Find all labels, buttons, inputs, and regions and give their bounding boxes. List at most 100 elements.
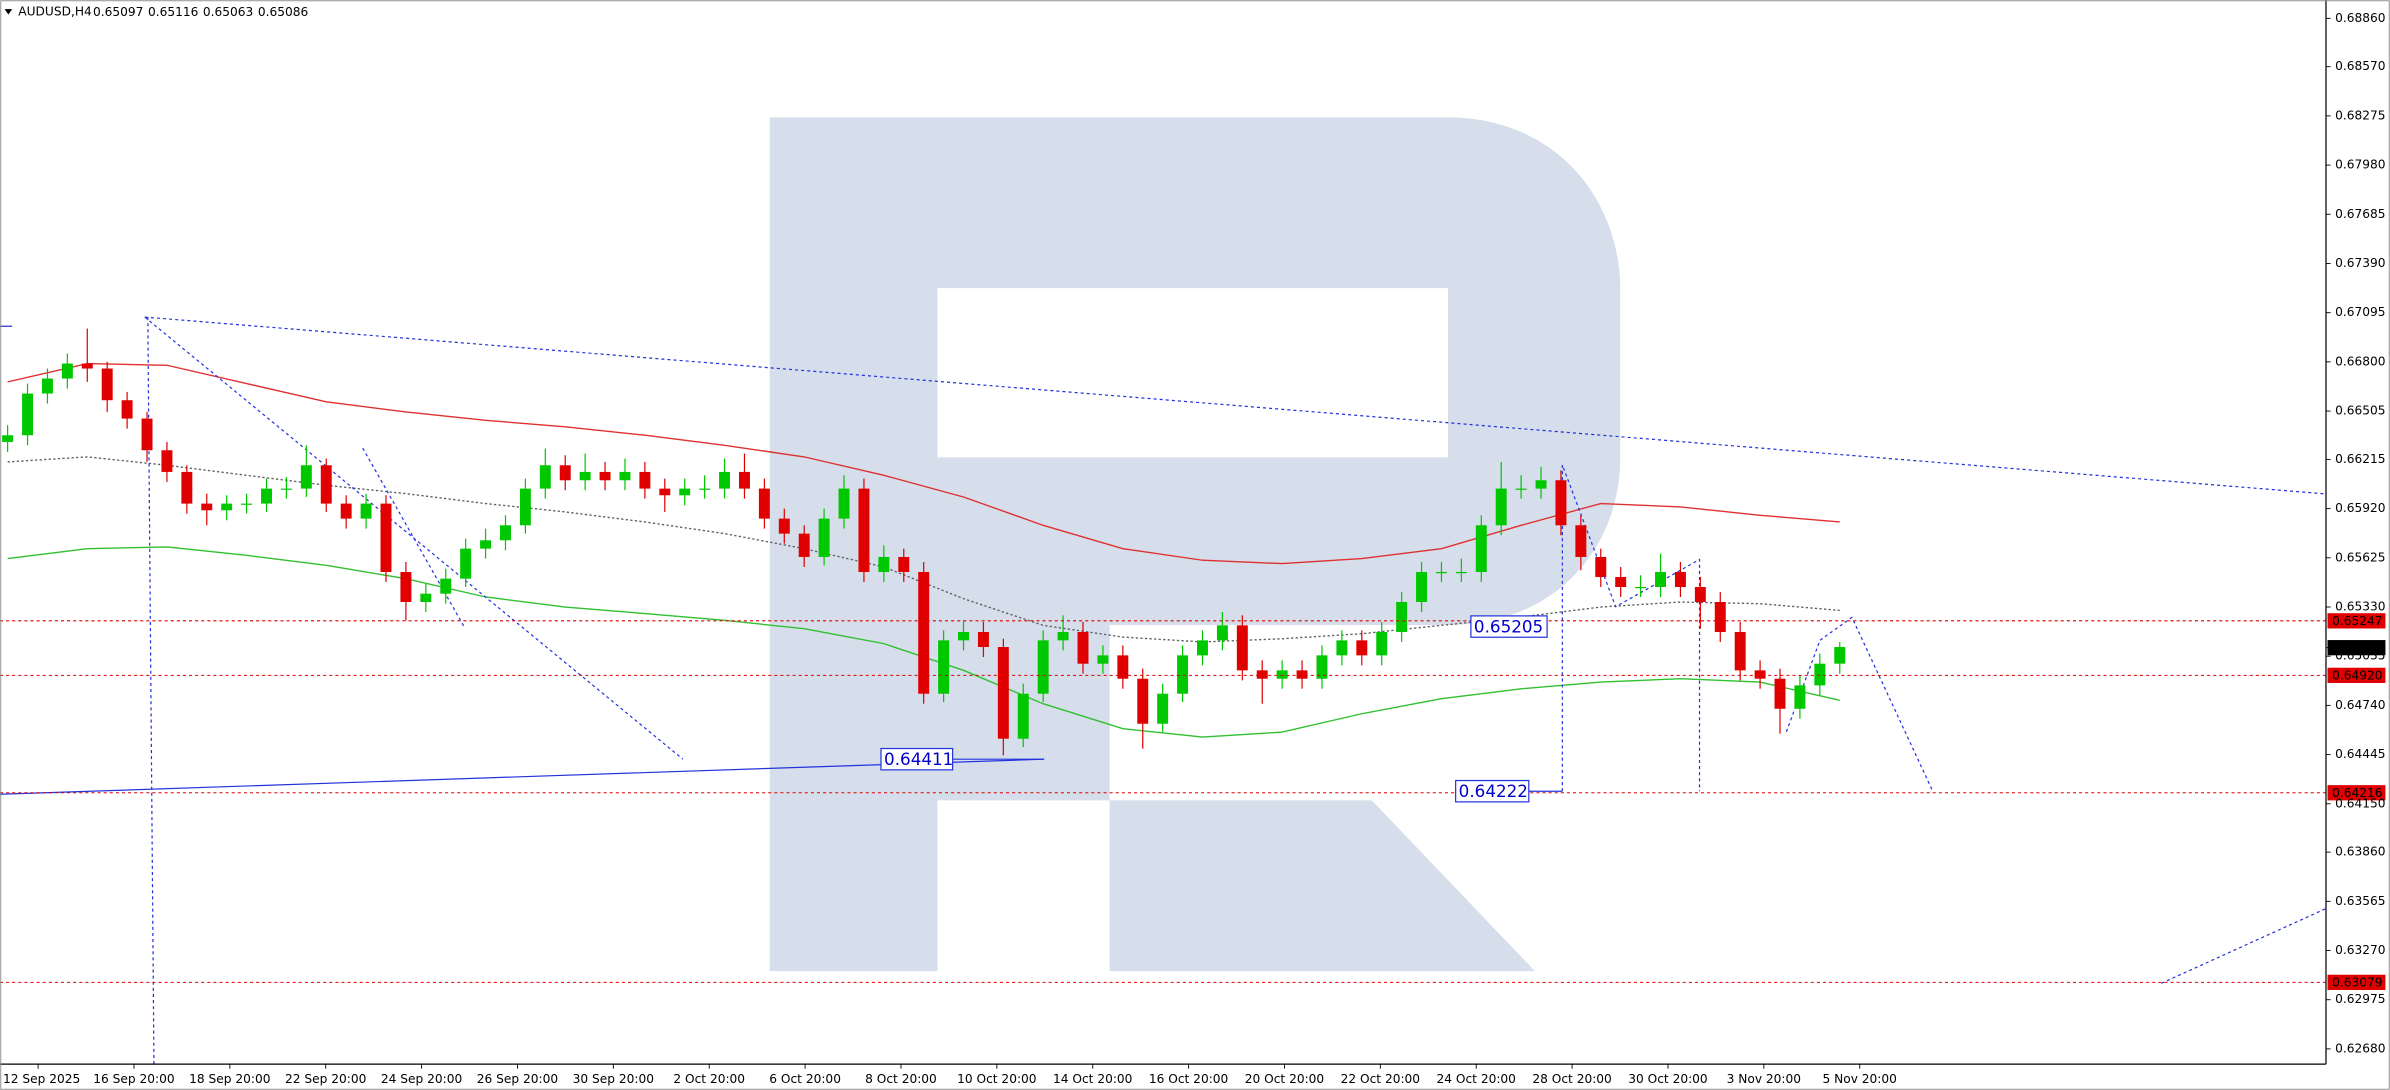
- candle-body: [1077, 632, 1089, 664]
- y-tick-label: 0.63270: [2335, 943, 2385, 957]
- current-price: 0.65086: [2332, 641, 2382, 655]
- trendline: [362, 447, 466, 629]
- y-tick-label: 0.62680: [2335, 1041, 2385, 1055]
- candle-body: [838, 488, 850, 519]
- candle-body: [977, 632, 989, 648]
- candle-body: [659, 488, 671, 496]
- candle-body: [858, 488, 870, 572]
- candle-body: [480, 540, 492, 549]
- candles: [2, 328, 1846, 756]
- candle-body: [818, 518, 830, 557]
- candle-body: [1714, 601, 1726, 633]
- candle-body: [1774, 678, 1786, 709]
- x-tick-label: 30 Sep 20:00: [573, 1072, 654, 1086]
- candle-body: [440, 578, 452, 594]
- candle-body: [1435, 571, 1447, 574]
- y-tick-label: 0.65625: [2335, 550, 2385, 564]
- y-tick-label: 0.63860: [2335, 845, 2385, 859]
- levels: 0.65247 0.64920 0.64216 0.63079 0.65086: [0, 613, 2386, 990]
- candle-body: [22, 393, 34, 436]
- candle-body: [1316, 655, 1328, 679]
- candle-body: [41, 378, 53, 394]
- candle-body: [1734, 632, 1746, 671]
- candle-body: [679, 488, 691, 496]
- candle-body: [1057, 632, 1069, 641]
- x-tick-label: 22 Sep 20:00: [285, 1072, 366, 1086]
- candle-body: [1535, 480, 1547, 489]
- header-value: 0.65097: [93, 5, 143, 19]
- y-tick-label: 0.68570: [2335, 59, 2385, 73]
- x-tick-label: 20 Oct 20:00: [1245, 1072, 1324, 1086]
- level-label: 0.64216: [2332, 786, 2382, 800]
- candle-body: [1555, 480, 1567, 526]
- y-tick-label: 0.64445: [2335, 747, 2385, 761]
- candle-body: [181, 471, 193, 504]
- x-tick-label: 8 Oct 20:00: [865, 1072, 937, 1086]
- header-value: 0.65063: [203, 5, 253, 19]
- candle-body: [958, 632, 969, 641]
- candle-body: [1296, 670, 1308, 679]
- candle-body: [898, 556, 910, 572]
- level-label: 0.63079: [2332, 976, 2382, 990]
- candle-body: [1694, 586, 1706, 602]
- trendline: [144, 316, 2327, 495]
- axes: 0.68860 0.68570 0.68275 0.67980 0.67685 0.673…: [3, 11, 2385, 1086]
- x-tick-label: 6 Oct 20:00: [769, 1072, 841, 1086]
- candle-body: [878, 556, 890, 572]
- trendline: [144, 316, 684, 760]
- x-tick-label: 5 Nov 20:00: [1823, 1072, 1897, 1086]
- candle-body: [221, 503, 233, 511]
- x-tick-label: 16 Sep 20:00: [93, 1072, 174, 1086]
- candle-body: [1635, 586, 1647, 589]
- x-tick-label: 22 Oct 20:00: [1341, 1072, 1420, 1086]
- candle-body: [1356, 640, 1368, 656]
- annotation: 0.65205: [1474, 616, 1543, 636]
- level-label-bg: [2327, 785, 2386, 801]
- annotation-box: [880, 747, 954, 771]
- y-tick-label: 0.65920: [2335, 501, 2385, 515]
- candle-body: [1595, 556, 1607, 577]
- candle-body: [519, 488, 531, 526]
- candle-body: [1515, 488, 1527, 490]
- x-tick-label: 30 Oct 20:00: [1628, 1072, 1707, 1086]
- y-tick-label: 0.63565: [2335, 894, 2385, 908]
- candle-body: [101, 368, 113, 401]
- candle-body: [1794, 685, 1806, 709]
- annotation: 0.64222: [1459, 781, 1528, 801]
- candle-body: [261, 488, 272, 504]
- y-tick-label: 0.64740: [2335, 698, 2385, 712]
- candle-body: [719, 471, 731, 489]
- candle-body: [61, 363, 73, 379]
- current-price-bg: [2327, 640, 2386, 656]
- y-tick-label: 0.66505: [2335, 404, 2385, 418]
- candle-body: [599, 471, 611, 481]
- level-label-bg: [2327, 667, 2386, 683]
- candle-body: [300, 465, 312, 489]
- x-tick-label: 16 Oct 20:00: [1149, 1072, 1228, 1086]
- y-tick-label: 0.62975: [2335, 992, 2385, 1006]
- candle-body: [141, 418, 153, 451]
- trendlines: [0, 316, 2327, 1065]
- candle-body: [1336, 640, 1348, 656]
- candle-body: [1754, 670, 1766, 679]
- y-tick-label: 0.67390: [2335, 256, 2385, 270]
- candle-body: [1236, 625, 1248, 671]
- x-tick-label: 14 Oct 20:00: [1053, 1072, 1132, 1086]
- candle-body: [340, 503, 352, 519]
- candle-body: [639, 471, 651, 489]
- candle-body: [1137, 678, 1149, 724]
- candle-body: [201, 503, 213, 511]
- candle-body: [1037, 640, 1049, 694]
- x-tick-label: 24 Oct 20:00: [1436, 1072, 1515, 1086]
- y-tick-label: 0.66215: [2335, 452, 2385, 466]
- candle-body: [1117, 655, 1129, 679]
- y-tick-label: 0.67095: [2335, 305, 2385, 319]
- candle-body: [280, 488, 292, 490]
- candle-body: [559, 465, 571, 481]
- x-tick-label: 2 Oct 20:00: [673, 1072, 745, 1086]
- watermark-bowl: [769, 117, 1621, 801]
- candle-body: [380, 503, 392, 572]
- candle-body: [320, 465, 332, 504]
- candle-body: [241, 503, 253, 505]
